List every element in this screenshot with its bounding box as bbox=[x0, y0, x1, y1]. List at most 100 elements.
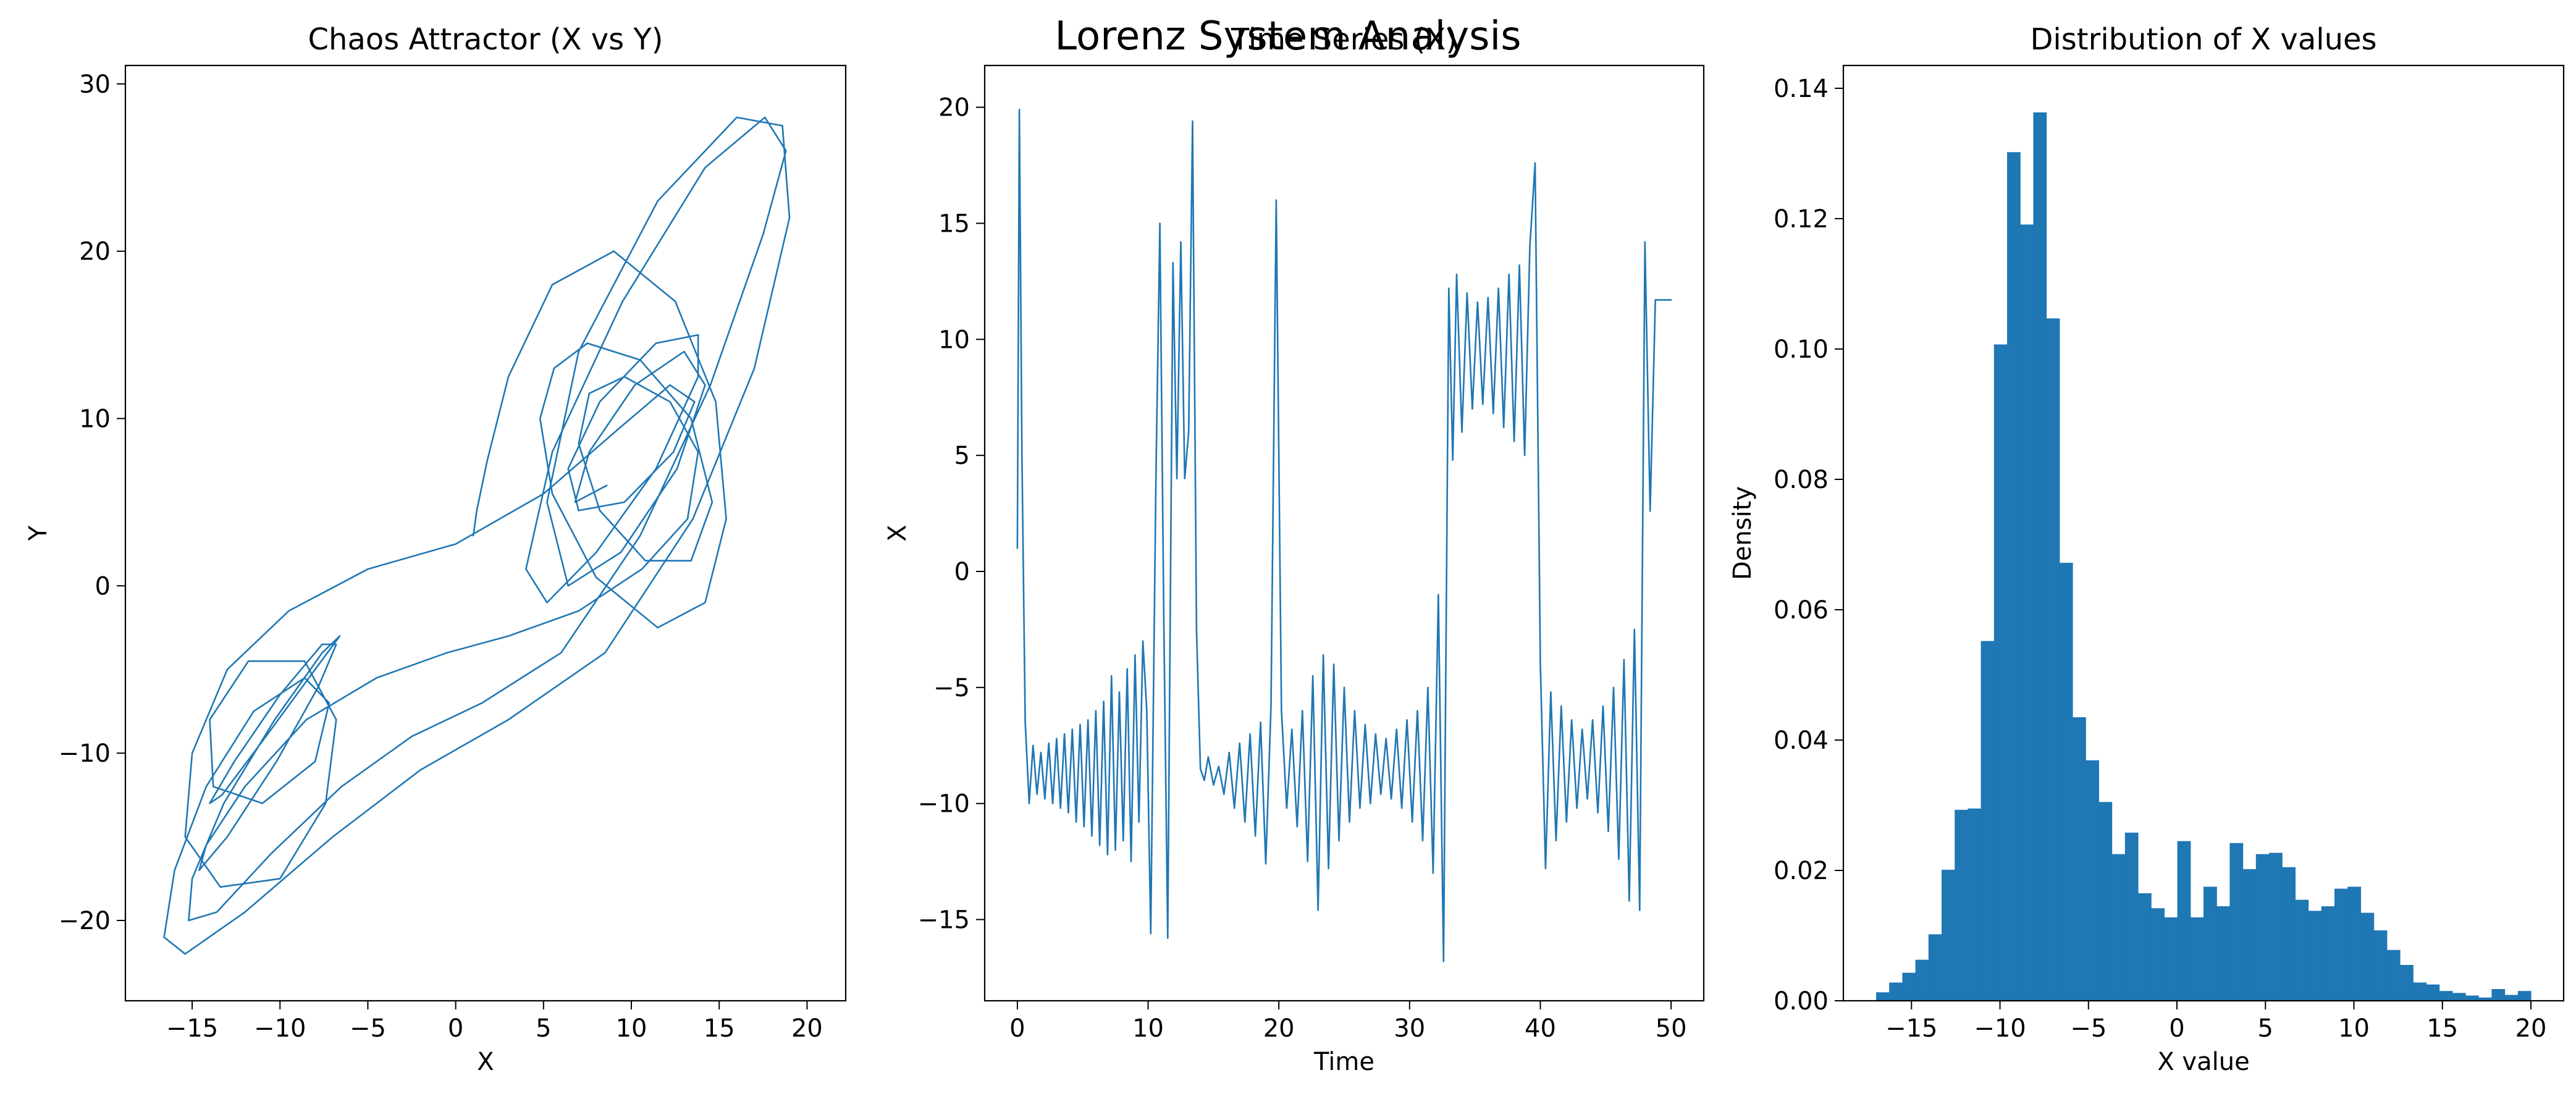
histogram-bar bbox=[2138, 893, 2152, 1001]
histogram-bar bbox=[2465, 995, 2479, 1001]
histogram-bar bbox=[2308, 911, 2322, 1001]
x-tick-label: −15 bbox=[1885, 1014, 1937, 1043]
x-tick-label: 0 bbox=[2169, 1014, 2184, 1043]
y-tick-label: 15 bbox=[938, 209, 970, 238]
x-tick-label: 50 bbox=[1656, 1014, 1687, 1043]
histogram-bar bbox=[2478, 997, 2492, 1001]
histogram-bar bbox=[2413, 982, 2427, 1001]
x-tick-label: −15 bbox=[166, 1014, 218, 1043]
histogram-bar bbox=[2007, 152, 2021, 1001]
y-axis-label: X bbox=[883, 524, 912, 541]
axes-frame bbox=[1842, 64, 2565, 1002]
histogram-bar bbox=[2059, 563, 2073, 1001]
plot-area bbox=[163, 116, 791, 955]
histogram-bar bbox=[2216, 906, 2230, 1001]
histogram-bar bbox=[2151, 908, 2165, 1001]
panel-title: Distribution of X values bbox=[2030, 22, 2376, 57]
x-tick-label: 5 bbox=[536, 1014, 551, 1043]
histogram-bar bbox=[2400, 964, 2414, 1001]
x-tick-label: 5 bbox=[2258, 1014, 2273, 1043]
x-tick-label: −5 bbox=[350, 1014, 386, 1043]
y-tick-label: −20 bbox=[59, 907, 111, 935]
time-series-panel: 0 10 20 30 40 50 −15 −10 −5 0 5 10 15 20 Time Series (… bbox=[883, 22, 1705, 1076]
x-axis-label: X bbox=[477, 1048, 494, 1076]
histogram-bar bbox=[2111, 854, 2126, 1001]
histogram-bar bbox=[2190, 917, 2204, 1001]
x-tick-label: 0 bbox=[448, 1014, 463, 1043]
histogram-bar bbox=[2177, 841, 2191, 1001]
y-tick-label: 10 bbox=[79, 405, 111, 433]
histogram-bar bbox=[2073, 717, 2086, 1001]
histogram-bar bbox=[2295, 899, 2309, 1001]
histogram-bar bbox=[2439, 991, 2453, 1001]
histogram-bar bbox=[2164, 917, 2178, 1001]
panel-title: Chaos Attractor (X vs Y) bbox=[308, 22, 663, 57]
histogram-panel: −15 −10 −5 0 5 10 15 20 0.00 0.02 0.04 0.06 0.08 0.10… bbox=[1728, 22, 2565, 1076]
histogram-bar bbox=[2242, 869, 2257, 1001]
histogram-bar bbox=[2269, 853, 2283, 1001]
histogram-bar bbox=[2098, 802, 2113, 1001]
x-tick-label: 10 bbox=[616, 1014, 647, 1043]
histogram-bar bbox=[2347, 886, 2361, 1001]
histogram-bar bbox=[1902, 972, 1916, 1001]
histogram-bar bbox=[2504, 995, 2519, 1001]
figure-suptitle: Lorenz System Analysis bbox=[1054, 14, 1521, 59]
y-tick-label: 0.00 bbox=[1774, 987, 1829, 1016]
histogram-bar bbox=[1915, 959, 1929, 1001]
histogram-bar bbox=[1980, 641, 1995, 1001]
y-tick-label: 30 bbox=[79, 70, 111, 99]
histogram-bar bbox=[2386, 950, 2401, 1001]
panel-title: Time Series (X) bbox=[1231, 22, 1457, 57]
x-tick-label: 10 bbox=[1132, 1014, 1164, 1043]
x-axis-label: X value bbox=[2157, 1048, 2249, 1076]
histogram-bar bbox=[2517, 991, 2532, 1001]
y-tick-label: 0.14 bbox=[1774, 75, 1829, 103]
histogram-bar bbox=[2334, 888, 2348, 1001]
axes-frame bbox=[983, 64, 1705, 1002]
histogram-bar bbox=[2360, 912, 2375, 1001]
histogram-bar bbox=[1928, 934, 1942, 1001]
histogram-bar bbox=[2203, 886, 2217, 1001]
histogram-bar bbox=[1993, 344, 2008, 1001]
x-tick-label: 0 bbox=[1009, 1014, 1025, 1043]
y-tick-label: 20 bbox=[938, 94, 970, 122]
histogram-bar bbox=[2124, 832, 2139, 1001]
y-tick-label: 0.10 bbox=[1774, 335, 1829, 364]
histogram-bar bbox=[1876, 992, 1890, 1001]
x-axis-label: Time bbox=[1313, 1048, 1374, 1076]
plot-area bbox=[1016, 109, 1672, 962]
y-tick-label: 10 bbox=[938, 326, 970, 354]
y-tick-label: 0 bbox=[954, 558, 970, 586]
x-tick-label: 20 bbox=[1263, 1014, 1295, 1043]
y-tick-label: −10 bbox=[918, 790, 970, 819]
y-tick-label: 20 bbox=[79, 238, 111, 266]
y-tick-label: 0.08 bbox=[1774, 466, 1829, 494]
plot-area bbox=[1876, 112, 2532, 1001]
attractor-panel: −15 −10 −5 0 5 10 15 20 −20 −10 0 10 20 30 Chaos Attra… bbox=[24, 22, 847, 1076]
x-tick-label: 20 bbox=[791, 1014, 823, 1043]
histogram-bar bbox=[2020, 224, 2034, 1001]
histogram-bar bbox=[2255, 854, 2270, 1001]
y-tick-label: 0 bbox=[95, 572, 111, 600]
x-tick-label: 15 bbox=[704, 1014, 735, 1043]
histogram-bar bbox=[1968, 808, 1982, 1001]
histogram-bar bbox=[2491, 989, 2506, 1001]
axes-frame bbox=[124, 64, 847, 1002]
histogram-bar bbox=[2452, 993, 2466, 1001]
x-tick-label: −10 bbox=[254, 1014, 306, 1043]
y-tick-label: 0.12 bbox=[1774, 205, 1829, 234]
y-axis-label: Y bbox=[24, 525, 53, 541]
x-tick-label: 20 bbox=[2515, 1014, 2547, 1043]
x-tick-label: 10 bbox=[2338, 1014, 2370, 1043]
x-tick-label: 30 bbox=[1394, 1014, 1425, 1043]
y-tick-label: 0.02 bbox=[1774, 857, 1829, 885]
series-line-0 bbox=[1016, 109, 1672, 962]
y-tick-label: −15 bbox=[918, 906, 970, 935]
y-tick-label: 5 bbox=[954, 442, 970, 470]
y-tick-label: −5 bbox=[933, 674, 970, 702]
histogram-bar bbox=[2033, 112, 2047, 1001]
y-tick-label: 0.06 bbox=[1774, 596, 1829, 625]
x-tick-label: −5 bbox=[2070, 1014, 2107, 1043]
histogram-bar bbox=[2426, 984, 2440, 1001]
